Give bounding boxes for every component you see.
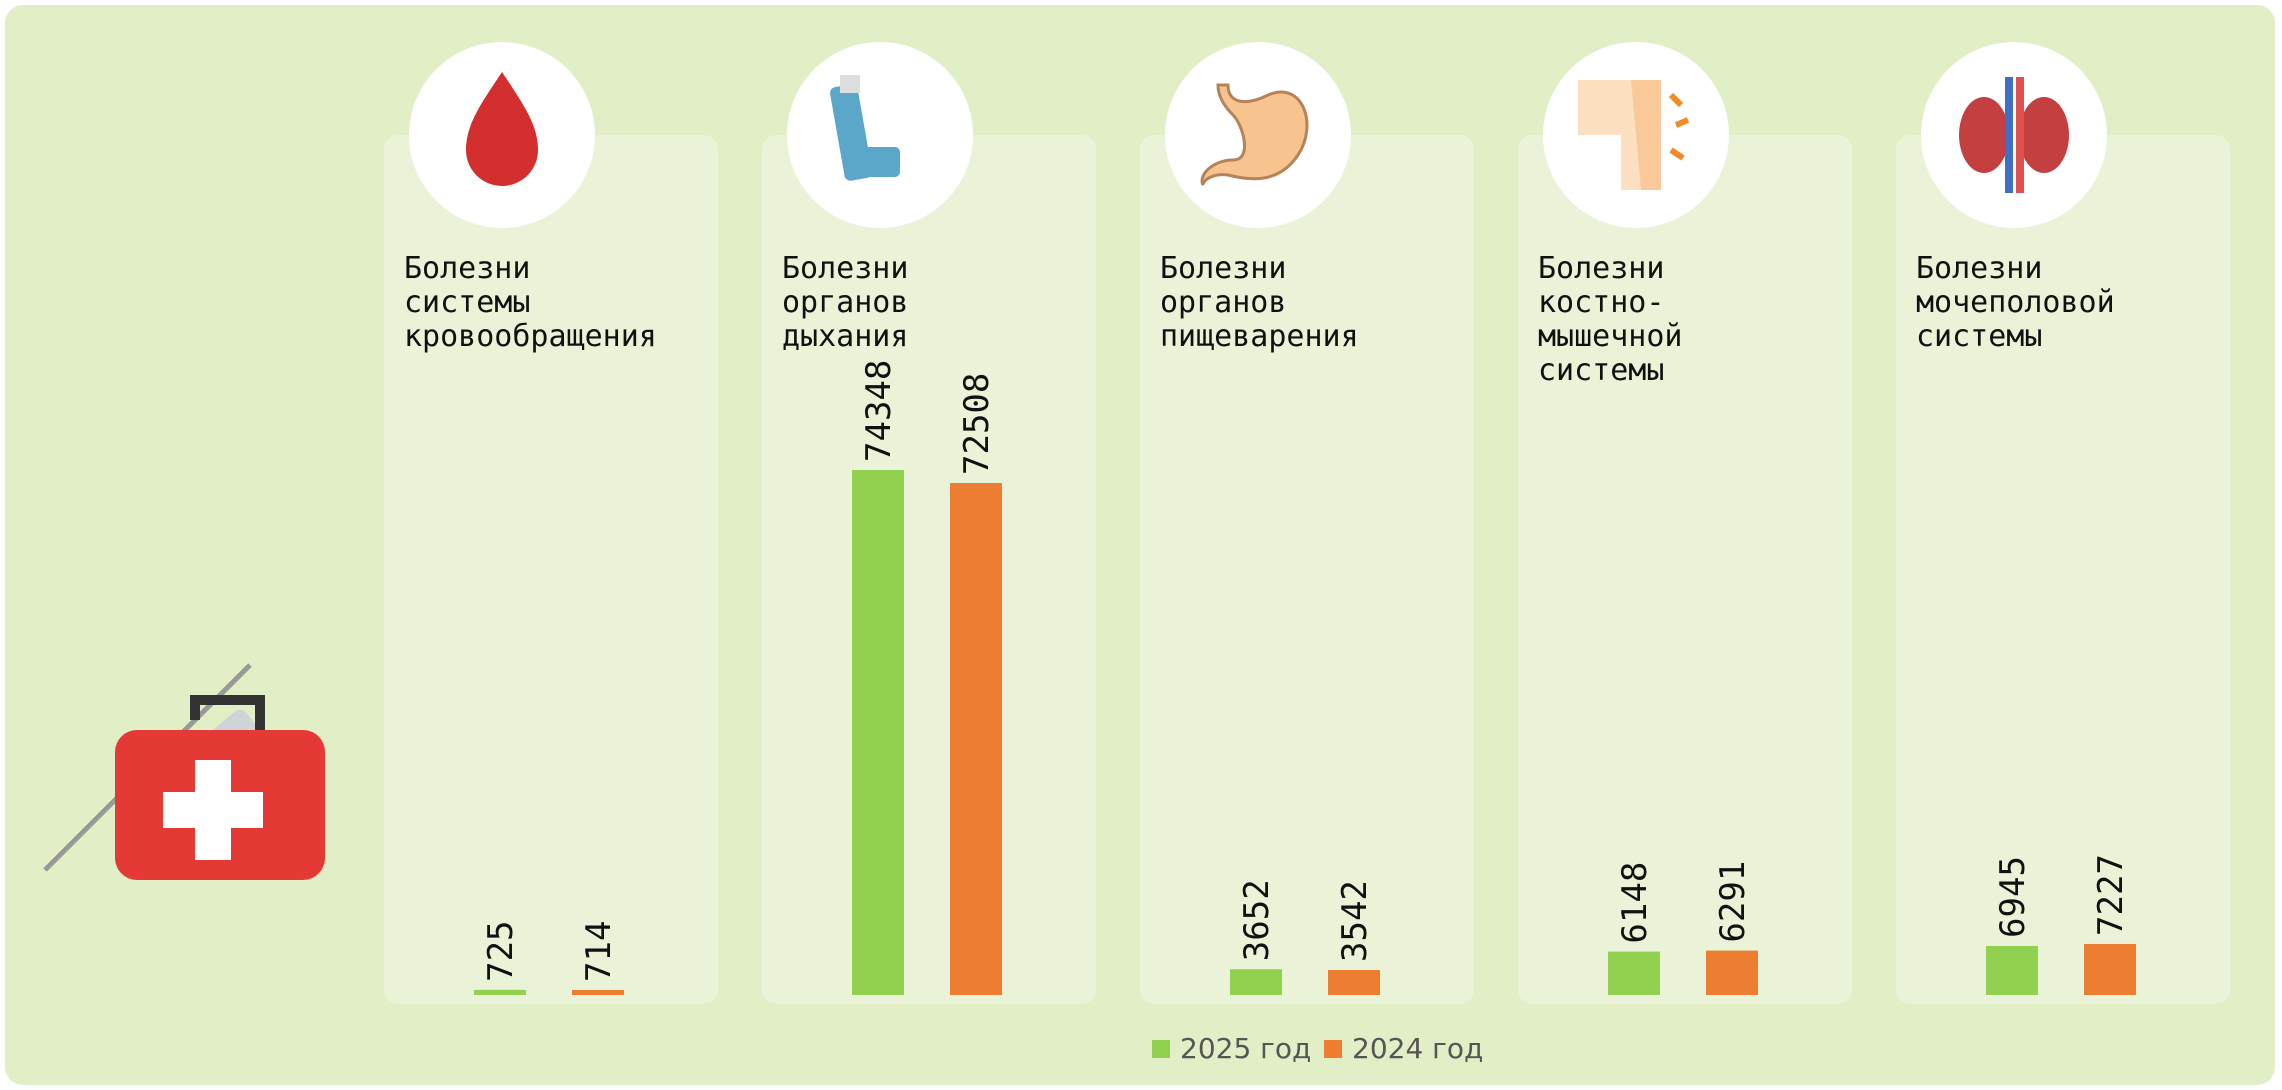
value-label: 74348 — [859, 360, 899, 462]
value-label: 7227 — [2091, 854, 2131, 936]
value-label: 3652 — [1237, 879, 1277, 961]
legend-item: 2025 год — [1152, 1032, 1311, 1065]
legend-swatch — [1152, 1040, 1170, 1058]
icon-circle — [787, 42, 973, 228]
category-label: Болезни органов дыхания — [782, 252, 908, 354]
bar — [1328, 970, 1380, 995]
value-label: 6291 — [1713, 861, 1753, 943]
chart: 725 714 74348 72508 3652 3542 6148 6291 6945 7227 — [0, 0, 2282, 1090]
legend-label: 2025 год — [1180, 1032, 1311, 1065]
bar — [1986, 946, 2038, 995]
category-label: Болезни системы кровообращения — [404, 252, 657, 354]
category-label: Болезни мочеполовой системы — [1916, 252, 2115, 354]
value-label: 3542 — [1335, 880, 1375, 962]
bar — [474, 990, 526, 995]
bar — [1230, 969, 1282, 995]
category-label: Болезни костно- мышечной системы — [1538, 252, 1683, 388]
legend-item: 2024 год — [1324, 1032, 1483, 1065]
bar — [950, 483, 1002, 995]
value-label: 725 — [481, 920, 521, 981]
page: 725 714 74348 72508 3652 3542 6148 6291 6945 7227… — [0, 0, 2282, 1090]
value-label: 714 — [579, 921, 619, 982]
bar — [1608, 952, 1660, 995]
value-label: 72508 — [957, 373, 997, 475]
icon-circle — [1921, 42, 2107, 228]
bar — [1706, 951, 1758, 995]
legend-label: 2024 год — [1352, 1032, 1483, 1065]
bar — [852, 470, 904, 995]
category-label: Болезни органов пищеварения — [1160, 252, 1359, 354]
bar — [2084, 944, 2136, 995]
value-label: 6945 — [1993, 856, 2033, 938]
legend-swatch — [1324, 1040, 1342, 1058]
bar — [572, 990, 624, 995]
value-label: 6148 — [1615, 862, 1655, 944]
